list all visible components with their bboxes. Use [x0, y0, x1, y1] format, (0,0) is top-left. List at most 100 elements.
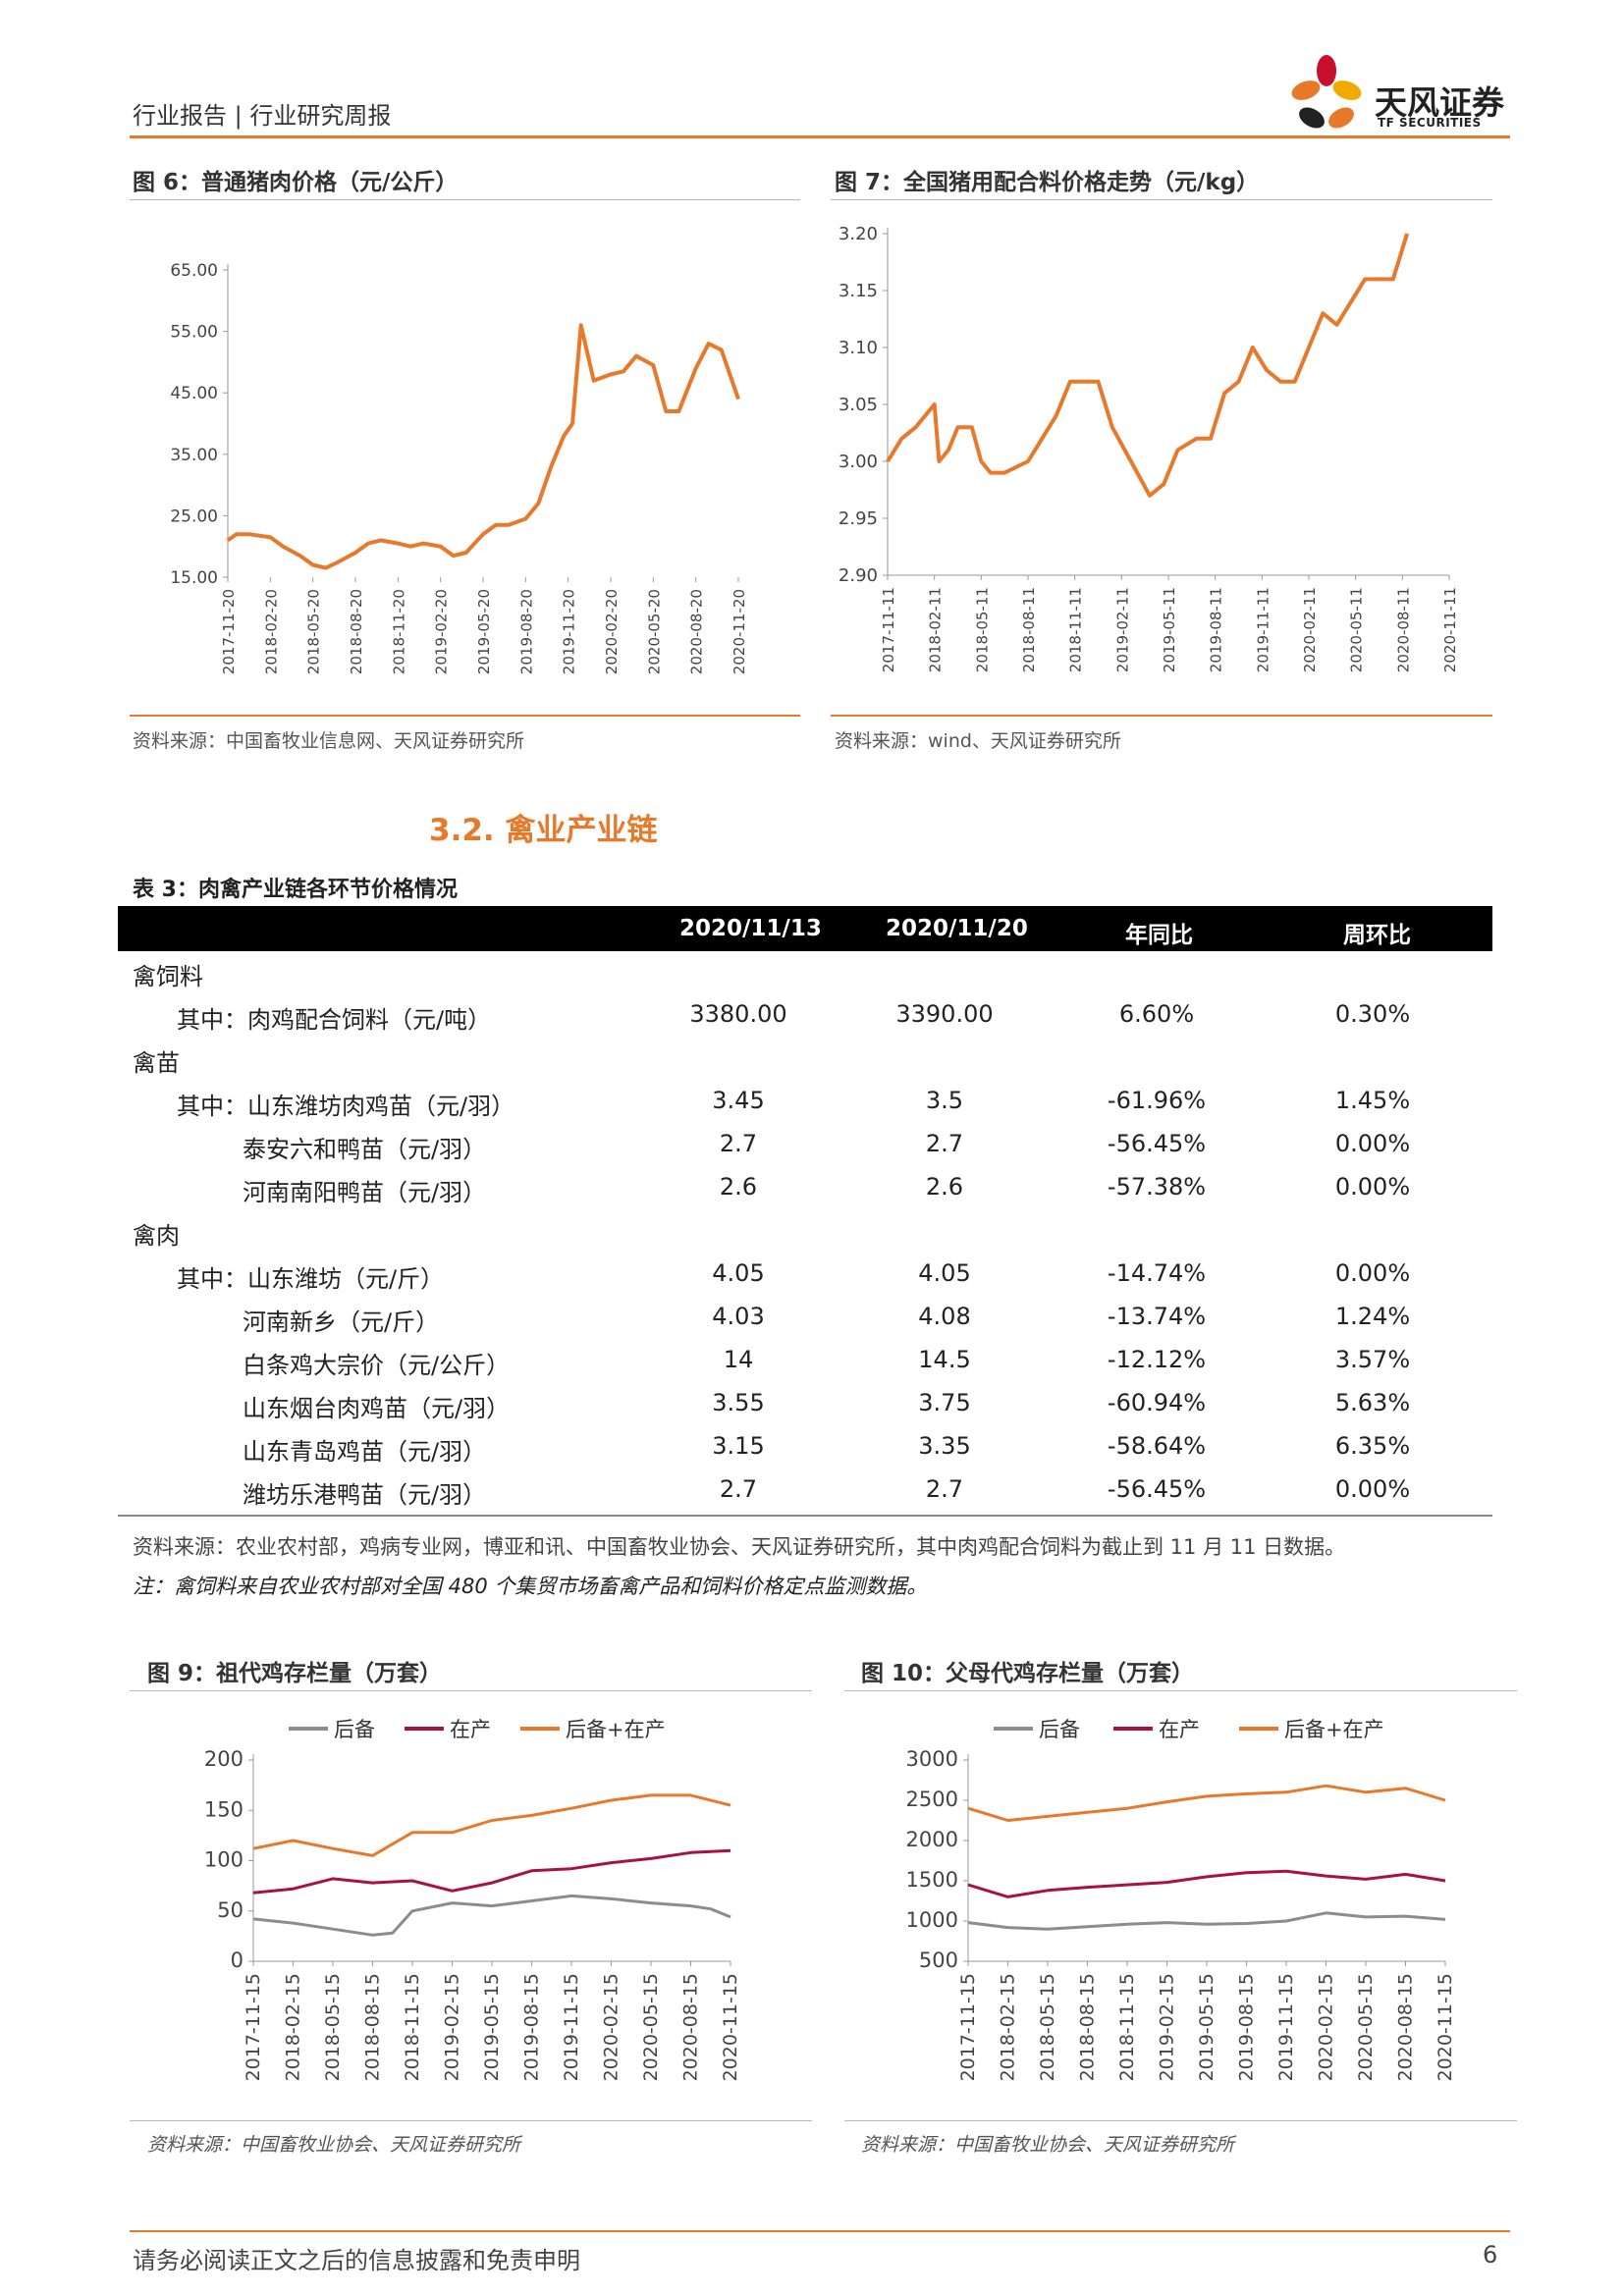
x-tick-label: 2020-11-15 — [720, 1973, 741, 2081]
table3-cell: 0.00% — [1334, 1130, 1411, 1157]
x-tick-label: 2018-08-15 — [362, 1973, 384, 2081]
footer-rule — [130, 2230, 1510, 2232]
series-line-0 — [886, 233, 1410, 498]
y-tick-label: 1500 — [906, 1868, 958, 1892]
x-tick-label: 2018-02-15 — [998, 1973, 1019, 2081]
table3-row-label: 泰安六和鸭苗（元/羽） — [243, 1136, 487, 1163]
y-tick-label: 55.00 — [170, 323, 218, 343]
fig9-chart: 0 50 100 150 200 2017-11-15 2018-02-15 2018-05-… — [204, 1718, 741, 2081]
x-tick-label: 2019-05-11 — [1161, 587, 1178, 672]
table3-cell: 4.05 — [918, 1259, 971, 1287]
x-tick-label: 2018-08-11 — [1020, 587, 1038, 672]
x-tick-label: 2018-11-15 — [1116, 1973, 1138, 2081]
legend-label: 后备+在产 — [1284, 1718, 1384, 1741]
table3-cell: 2.7 — [719, 1475, 758, 1503]
x-tick-label: 2020-11-20 — [731, 589, 748, 674]
table3-cell: 2.7 — [719, 1130, 758, 1157]
x-tick-label: 2019-02-11 — [1113, 587, 1131, 672]
table3-cell: 0.00% — [1334, 1173, 1411, 1201]
fig7-source-rule — [831, 715, 1492, 717]
x-tick-label: 2020-08-20 — [688, 589, 706, 674]
table3-note: 注：禽饲料来自农业农村部对全国 480 个集贸市场畜禽产品和饲料价格定点监测数据… — [133, 1575, 928, 1598]
x-tick-label: 2020-08-15 — [680, 1973, 702, 2081]
table3-cell: 2.7 — [925, 1475, 964, 1503]
table3-cell: 3.75 — [918, 1389, 971, 1416]
table3-cell: 2.7 — [925, 1130, 964, 1157]
x-tick-label: 2018-11-15 — [402, 1973, 423, 2081]
series-line-0 — [252, 1894, 731, 1937]
x-tick-label: 2019-05-15 — [481, 1973, 503, 2081]
y-tick-label: 3.15 — [839, 281, 878, 301]
x-tick-label: 2017-11-11 — [880, 587, 897, 672]
x-tick-label: 2020-05-20 — [645, 589, 663, 674]
table3-cell: 3390.00 — [895, 1000, 994, 1028]
x-tick-label: 2019-02-15 — [442, 1973, 463, 2081]
fig6-chart: 15.00 25.00 35.00 45.00 55.00 65.00 2017-11-20… — [170, 261, 748, 674]
fig6-source-rule — [130, 715, 800, 717]
x-tick-label: 2020-02-11 — [1301, 587, 1319, 672]
y-tick-label: 100 — [204, 1848, 244, 1872]
table3-caption: 表 3：肉禽产业链各环节价格情况 — [133, 878, 458, 902]
x-tick-label: 2019-02-20 — [433, 589, 451, 674]
y-tick-label: 45.00 — [170, 384, 218, 403]
table3-cell: -57.38% — [1107, 1173, 1207, 1201]
table3-row-label: 山东烟台肉鸡苗（元/羽） — [243, 1395, 511, 1422]
x-tick-label: 2019-11-15 — [561, 1973, 582, 2081]
x-tick-label: 2018-05-11 — [973, 587, 991, 672]
table3-cell: 14 — [723, 1346, 754, 1373]
x-tick-label: 2019-02-15 — [1157, 1973, 1178, 2081]
x-tick-label: 2019-05-20 — [475, 589, 493, 674]
x-tick-label: 2017-11-15 — [957, 1973, 979, 2081]
fig10-source: 资料来源：中国畜牧业协会、天风证券研究所 — [861, 2134, 1235, 2156]
x-tick-label: 2020-11-11 — [1441, 587, 1459, 672]
table3-row-label: 潍坊乐港鸭苗（元/羽） — [243, 1481, 487, 1509]
table3-cell: -14.74% — [1107, 1259, 1207, 1287]
y-tick-label: 150 — [204, 1797, 244, 1821]
fig7-source: 资料来源：wind、天风证券研究所 — [835, 730, 1121, 752]
table3-row-label: 禽饲料 — [133, 963, 203, 990]
table3-cell: 5.63% — [1334, 1389, 1411, 1416]
fig6-source: 资料来源：中国畜牧业信息网、天风证券研究所 — [133, 730, 525, 752]
table3-cell: -58.64% — [1107, 1432, 1207, 1460]
x-tick-label: 2019-08-11 — [1208, 587, 1225, 672]
table3-cell: 6.60% — [1118, 1000, 1195, 1028]
x-tick-label: 2019-05-15 — [1196, 1973, 1218, 2081]
legend-label: 在产 — [450, 1718, 491, 1741]
y-tick-label: 200 — [204, 1747, 244, 1771]
legend-label: 后备 — [334, 1718, 375, 1741]
fig10-source-rule — [844, 2120, 1517, 2121]
series-line-2 — [252, 1793, 731, 1857]
table3-cell: 3.35 — [918, 1432, 971, 1460]
table3-header-date2: 2020/11/20 — [886, 916, 1028, 941]
fig7-caption: 图 7：全国猪用配合料价格走势（元/kg） — [835, 170, 1260, 195]
page-number: 6 — [1483, 2241, 1498, 2269]
table3-row-label: 其中：山东潍坊（元/斤） — [177, 1265, 445, 1293]
table3-cell: 0.00% — [1334, 1259, 1411, 1287]
header-rule — [130, 135, 1510, 138]
table3-header-wow: 周环比 — [1343, 923, 1411, 948]
x-tick-label: 2020-02-20 — [603, 589, 621, 674]
x-tick-label: 2020-05-15 — [640, 1973, 662, 2081]
x-tick-label: 2018-08-15 — [1077, 1973, 1099, 2081]
x-tick-label: 2018-02-15 — [283, 1973, 304, 2081]
table3-row-label: 河南新乡（元/斤） — [243, 1308, 440, 1336]
x-tick-label: 2019-11-15 — [1275, 1973, 1297, 2081]
series-line-1 — [967, 1869, 1446, 1898]
series-line-2 — [967, 1784, 1446, 1822]
table3-cell: 3.15 — [712, 1432, 765, 1460]
fig7-chart: 2.90 2.95 3.00 3.05 3.10 3.15 3.20 2017-11-11 20… — [839, 224, 1459, 672]
y-tick-label: 2.90 — [839, 565, 878, 586]
table3-bottom-rule — [118, 1515, 1492, 1517]
x-tick-label: 2018-08-20 — [348, 589, 365, 674]
fig9-source-rule — [130, 2120, 812, 2121]
x-tick-label: 2020-11-15 — [1435, 1973, 1456, 2081]
table3-cell: 4.03 — [712, 1303, 765, 1330]
x-tick-label: 2018-02-20 — [262, 589, 280, 674]
x-tick-label: 2020-05-15 — [1355, 1973, 1377, 2081]
table3-row-label: 白条鸡大宗价（元/公斤） — [243, 1352, 511, 1379]
x-tick-label: 2019-08-15 — [521, 1973, 543, 2081]
fig10-caption-rule — [844, 1690, 1517, 1691]
table3-cell: 2.6 — [719, 1173, 758, 1201]
y-tick-label: 3.10 — [839, 338, 878, 358]
table3-cell: 3.57% — [1334, 1346, 1411, 1373]
